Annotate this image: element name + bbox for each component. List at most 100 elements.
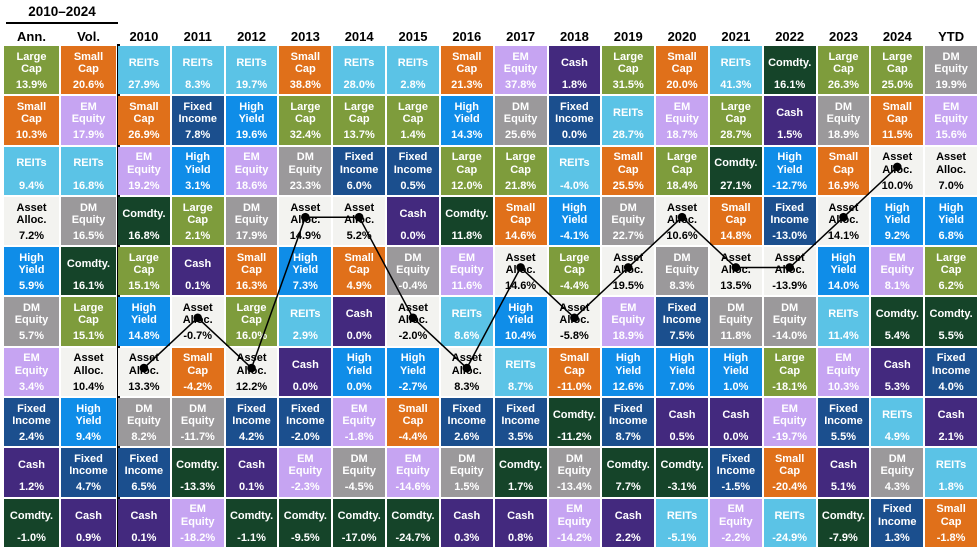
return-cell: Small Cap 14.8% [709, 196, 762, 246]
return-value: 13.3% [128, 380, 160, 393]
asset-label: Asset Alloc. [73, 352, 104, 377]
return-value: 2.4% [18, 431, 45, 444]
return-cell: REITs 1.8% [925, 448, 977, 497]
return-value: 10.3% [15, 129, 48, 142]
return-cell: Asset Alloc. -5.8% [548, 297, 601, 346]
return-cell: Cash 0.3% [440, 498, 493, 547]
asset-label: High Yield [400, 352, 426, 377]
return-value: 8.1% [884, 280, 910, 293]
return-cell: REITs 11.4% [817, 297, 870, 346]
asset-label: Cash [614, 509, 642, 522]
return-cell: Small Cap 14.6% [494, 196, 547, 246]
return-cell: Small Cap 38.8% [279, 46, 332, 95]
return-value: 27.9% [128, 78, 160, 91]
return-cell: DM Equity -14.0% [763, 297, 816, 346]
returns-grid: Large Cap 13.9% Small Cap 10.3% REITs 9.4% Ass… [4, 46, 977, 547]
asset-label: REITs [16, 157, 47, 170]
return-value: 38.8% [289, 78, 321, 91]
return-cell: Cash 0.0% [387, 196, 439, 246]
return-cell: Large Cap 1.4% [387, 96, 439, 145]
return-value: 9.4% [18, 179, 45, 192]
return-value: 28.0% [343, 78, 375, 91]
return-cell: Small Cap 11.5% [871, 96, 924, 145]
asset-label: Asset Alloc. [667, 201, 698, 226]
return-value: 2.8% [400, 78, 426, 91]
return-value: 7.5% [669, 330, 695, 343]
return-value: -11.0% [557, 380, 592, 393]
asset-label: Cash [668, 408, 696, 421]
asset-label: DM Equity [934, 50, 968, 75]
return-cell: Fixed Income 8.7% [602, 398, 655, 447]
asset-label: REITs [666, 509, 698, 522]
return-cell: Asset Alloc. 13.5% [709, 247, 762, 296]
asset-label: Large Cap [451, 151, 482, 176]
column-header-2019: 2019 [613, 29, 643, 44]
return-value: 8.7% [508, 380, 534, 393]
asset-label: Large Cap [667, 151, 698, 176]
return-cell: Fixed Income 3.5% [494, 398, 547, 447]
return-cell: Cash 0.9% [61, 498, 116, 547]
asset-label: High Yield [669, 352, 695, 377]
asset-label: Small Cap [290, 50, 321, 75]
return-value: 0.1% [238, 481, 265, 494]
return-value: -1.8% [936, 531, 966, 544]
asset-label: Large Cap [73, 302, 104, 327]
return-value: 4.7% [75, 481, 102, 494]
return-cell: REITs 28.7% [602, 96, 655, 145]
asset-label: High Yield [884, 201, 911, 226]
return-cell: Comdty. -1.0% [4, 498, 59, 547]
return-value: -13.3% [180, 481, 216, 494]
asset-label: Small Cap [774, 453, 805, 478]
return-value: 5.5% [938, 330, 964, 343]
asset-label: REITs [559, 157, 590, 170]
return-value: -1.0% [17, 531, 46, 544]
return-cell: REITs 9.4% [4, 146, 59, 195]
asset-label: Small Cap [828, 151, 859, 176]
asset-label: Cash [883, 358, 911, 371]
return-value: 2.2% [615, 531, 641, 544]
return-cell: High Yield 14.0% [817, 247, 870, 296]
return-value: 15.1% [128, 280, 160, 293]
return-cell: DM Equity 25.6% [494, 96, 547, 145]
return-value: -13.9% [772, 280, 808, 293]
return-value: 7.0% [669, 380, 695, 393]
return-cell: High Yield -2.7% [387, 347, 439, 397]
return-cell: Asset Alloc. 10.0% [871, 146, 924, 195]
return-value: -14.2% [556, 531, 592, 544]
asset-label: Small Cap [613, 151, 643, 176]
return-value: 20.0% [666, 78, 698, 91]
asset-label: High Yield [722, 352, 749, 377]
return-value: 1.8% [938, 481, 964, 494]
asset-label: Asset Alloc. [236, 352, 267, 377]
return-value: -11.7% [180, 431, 215, 444]
return-cell: Fixed Income 2.6% [440, 398, 493, 447]
asset-label: EM Equity [503, 50, 538, 75]
return-cell: REITs 27.9% [118, 46, 170, 95]
return-cell: Cash 1.2% [4, 448, 59, 497]
asset-label: REITs [343, 56, 375, 69]
column-header-2016: 2016 [452, 29, 482, 44]
return-cell: High Yield 9.2% [871, 196, 924, 246]
return-value: 31.5% [612, 78, 644, 91]
asset-label: EM Equity [288, 453, 323, 478]
return-cell: Cash 0.1% [171, 247, 224, 296]
asset-label: Fixed Income [608, 402, 648, 428]
asset-label: DM Equity [342, 453, 376, 478]
return-value: 13.7% [343, 129, 375, 142]
return-cell: Comdty. -13.3% [171, 448, 224, 497]
return-cell: Asset Alloc. 5.2% [333, 196, 386, 246]
return-cell: Comdty. 5.5% [925, 297, 977, 346]
asset-label: EM Equity [611, 302, 646, 327]
return-cell: Comdty. -24.7% [387, 498, 439, 547]
asset-label: High Yield [75, 402, 102, 428]
return-value: 14.8% [128, 330, 160, 343]
column-header-2013: 2013 [290, 29, 320, 44]
asset-label: REITs [720, 56, 752, 69]
return-cell: DM Equity 19.9% [925, 46, 977, 95]
asset-label: Large Cap [882, 50, 913, 75]
asset-label: Large Cap [828, 50, 859, 75]
asset-label: EM Equity [719, 503, 753, 528]
return-value: 19.2% [128, 179, 160, 192]
return-value: -2.2% [721, 531, 751, 544]
asset-label: DM Equity [180, 402, 215, 428]
